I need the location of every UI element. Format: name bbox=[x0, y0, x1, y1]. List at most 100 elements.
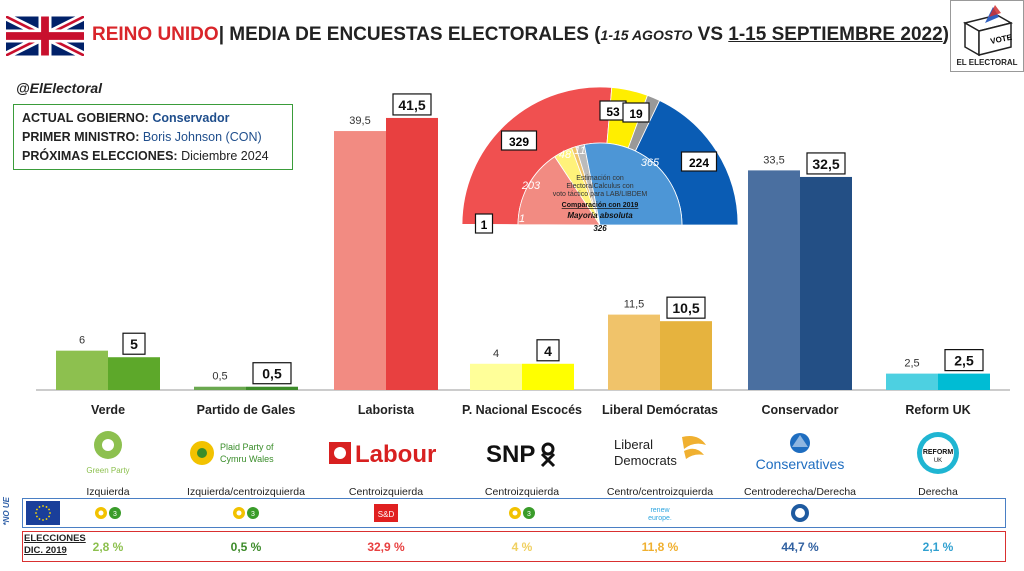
party-logo-icon: SNP bbox=[452, 428, 592, 478]
bar-label-curr: 32,5 bbox=[812, 156, 839, 172]
bar-label-prev: 0,5 bbox=[212, 371, 227, 383]
eu-groups-row bbox=[22, 498, 1006, 528]
bar-curr bbox=[386, 117, 438, 390]
party-name: Liberal Demócratas bbox=[601, 403, 719, 417]
title-separator: | bbox=[218, 24, 225, 45]
bar-label-box bbox=[666, 296, 706, 319]
pm-row: PRIMER MINISTRO: Boris Johnson (CON) bbox=[22, 128, 284, 147]
party-name: Laborista bbox=[357, 403, 415, 417]
election-2019-value: 2,1 % bbox=[922, 540, 954, 554]
seat-label-box bbox=[680, 151, 718, 172]
period-vs: VS bbox=[697, 24, 723, 45]
party-ideology: Izquierda/centroizquierda bbox=[187, 486, 305, 498]
bar-prev bbox=[194, 386, 246, 390]
uk-flag-icon bbox=[6, 16, 84, 56]
bar-label-box bbox=[392, 93, 432, 116]
gov-value: Conservador bbox=[152, 111, 230, 125]
next-row: PRÓXIMAS ELECCIONES: Diciembre 2024 bbox=[22, 147, 284, 166]
seat-label-outer: 53 bbox=[606, 105, 620, 119]
el-electoral-logo: VOTE EL ELECTORAL bbox=[950, 0, 1024, 72]
bar-curr bbox=[660, 321, 712, 390]
seat-label-inner: 1 bbox=[519, 213, 525, 225]
seat-label-outer: 19 bbox=[629, 107, 643, 121]
seat-label-outer: 224 bbox=[689, 156, 709, 170]
bar-prev bbox=[608, 314, 660, 390]
twitter-handle: @ElElectoral bbox=[16, 80, 103, 96]
logo-name: EL ELECTORAL bbox=[956, 58, 1018, 67]
bar-curr bbox=[938, 373, 990, 390]
bar-label-prev: 4 bbox=[493, 348, 499, 360]
seat-label-inner: 48 bbox=[559, 149, 572, 161]
svg-text:REFORM: REFORM bbox=[923, 449, 954, 456]
svg-text:3: 3 bbox=[113, 511, 117, 518]
svg-text:europe.: europe. bbox=[648, 515, 672, 522]
seat-arc-inner bbox=[554, 147, 601, 226]
title-text: MEDIA DE ENCUESTAS ELECTORALES bbox=[229, 24, 589, 45]
svg-text:3: 3 bbox=[527, 511, 531, 518]
eu-group-icon: S&D bbox=[316, 504, 456, 522]
seat-label-box bbox=[622, 102, 650, 123]
bar-label-prev: 33,5 bbox=[763, 154, 784, 166]
party-ideology: Centroizquierda bbox=[484, 486, 560, 498]
bar-label-box bbox=[536, 339, 560, 362]
eu-group-icon: 3 bbox=[452, 504, 592, 522]
svg-text:S&D: S&D bbox=[378, 510, 395, 519]
seat-label-outer: 1 bbox=[481, 218, 488, 232]
next-value: Diciembre 2024 bbox=[181, 149, 269, 163]
country-label: REINO UNIDO bbox=[92, 24, 219, 45]
ballot-box-icon: VOTE bbox=[963, 5, 1013, 57]
party-logo-icon: Green Party bbox=[38, 428, 178, 478]
election-2019-value: 44,7 % bbox=[781, 540, 819, 554]
seat-label-box bbox=[474, 213, 494, 234]
bar-prev bbox=[748, 170, 800, 390]
bar-label-curr: 4 bbox=[544, 343, 552, 359]
eu-group-icon bbox=[730, 504, 870, 522]
seat-label-inner: 365 bbox=[641, 157, 660, 169]
elections-2019-label: ELECCIONES DIC. 2019 bbox=[24, 533, 86, 557]
period-close: ) bbox=[942, 24, 949, 45]
party-name: Verde bbox=[90, 403, 126, 417]
bar-prev bbox=[470, 363, 522, 390]
party-name: Conservador bbox=[761, 403, 839, 417]
party-ideology: Centroizquierda bbox=[348, 486, 424, 498]
party-ideology: Centroderecha/Derecha bbox=[743, 486, 857, 498]
bar-label-box bbox=[806, 152, 846, 175]
party-name: Partido de Gales bbox=[196, 403, 296, 417]
party-logo-icon: Conservatives bbox=[730, 428, 870, 478]
election-2019-value: 2,8 % bbox=[92, 540, 124, 554]
seat-label-outer: 329 bbox=[509, 135, 529, 149]
parliament-comparison: Comparación con 2019 bbox=[562, 202, 639, 209]
svg-text:SNP: SNP bbox=[486, 441, 535, 468]
pm-label: PRIMER MINISTRO: bbox=[22, 130, 140, 144]
eu-group-icon: 3 bbox=[38, 504, 178, 522]
bar-curr bbox=[108, 357, 160, 390]
parliament-note: Estimación con bbox=[576, 175, 624, 182]
svg-text:Liberal: Liberal bbox=[614, 437, 653, 452]
party-ideology: Izquierda bbox=[86, 486, 130, 498]
bar-label-curr: 0,5 bbox=[262, 366, 282, 382]
party-logo-icon: Liberal Democrats bbox=[590, 428, 730, 478]
seat-label-box bbox=[500, 130, 538, 151]
elections-2019-label-text: ELECCIONES DIC. 2019 bbox=[24, 533, 86, 556]
eu-flag-icon bbox=[26, 501, 60, 525]
seat-arc-inner bbox=[575, 144, 601, 226]
election-2019-value: 11,8 % bbox=[641, 540, 679, 554]
election-2019-value: 4 % bbox=[511, 540, 533, 554]
party-logo-icon: REFORM UK bbox=[868, 428, 1008, 478]
eu-label: *NO UE bbox=[2, 497, 11, 526]
bar-label-curr: 5 bbox=[130, 336, 138, 352]
party-logo-icon: Plaid Party of Cymru Wales bbox=[176, 428, 316, 478]
bar-curr bbox=[800, 176, 852, 390]
pm-value: Boris Johnson (CON) bbox=[142, 130, 262, 144]
bar-label-prev: 39,5 bbox=[349, 115, 370, 127]
svg-text:Conservatives: Conservatives bbox=[756, 456, 845, 472]
gov-row: ACTUAL GOBIERNO: Conservador bbox=[22, 109, 284, 128]
party-name: P. Nacional Escocés bbox=[462, 403, 582, 417]
bar-label-prev: 2,5 bbox=[904, 358, 919, 370]
svg-text:Democrats: Democrats bbox=[614, 453, 677, 468]
svg-text:Green Party: Green Party bbox=[86, 466, 129, 475]
party-ideology: Centro/centroizquierda bbox=[606, 486, 714, 498]
bar-label-box bbox=[944, 349, 984, 372]
